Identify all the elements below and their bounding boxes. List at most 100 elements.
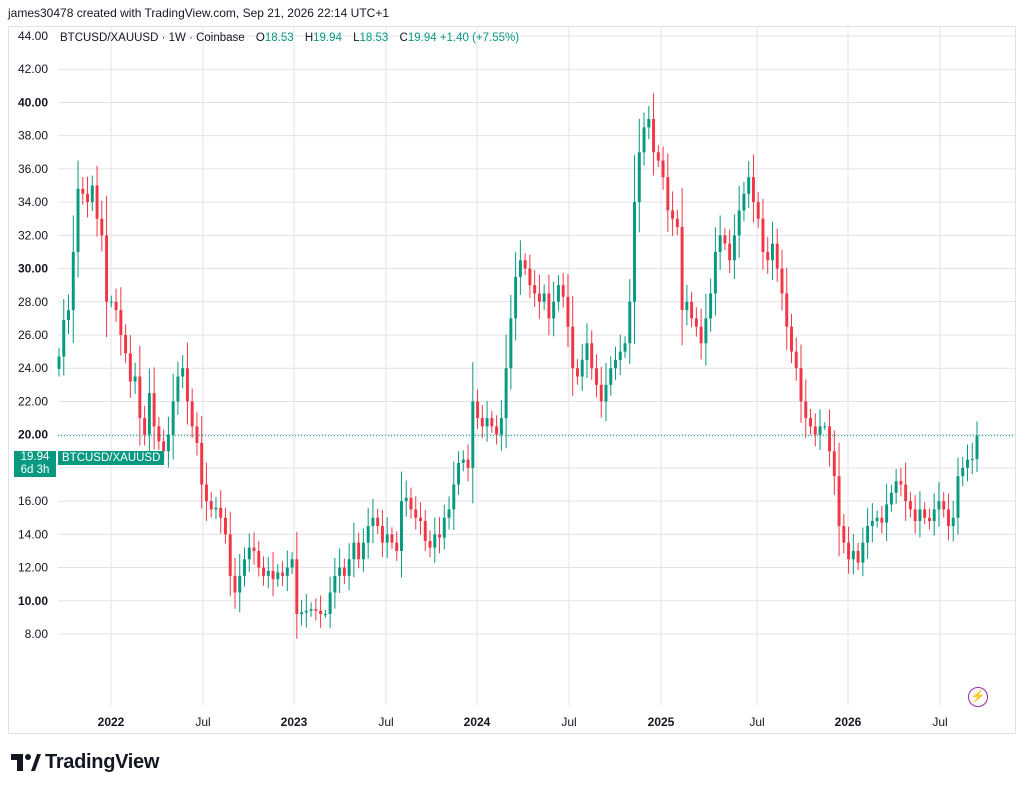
candle-body — [314, 609, 318, 611]
tradingview-wordmark: TradingView — [45, 750, 160, 773]
candle-body — [623, 343, 627, 352]
candle-body — [885, 504, 889, 523]
candle-body — [76, 188, 80, 252]
candle-body — [323, 614, 327, 616]
legend-close-value: 19.94 — [407, 32, 437, 44]
tradingview-logo[interactable]: TradingView — [11, 750, 159, 774]
candle-body — [209, 501, 213, 510]
y-tick-label: 38.00 — [18, 129, 48, 143]
candle-body — [371, 517, 375, 527]
candle-body — [428, 540, 432, 548]
candle-body — [790, 326, 793, 352]
y-tick-label: 42.00 — [18, 62, 48, 76]
candle-body — [718, 235, 722, 252]
candle-body — [956, 476, 960, 518]
candle-body — [380, 526, 384, 543]
candle-body — [547, 293, 551, 319]
candle-body — [709, 293, 713, 319]
legend-high-value: 19.94 — [313, 32, 342, 44]
candle-body — [728, 243, 732, 261]
candle-body — [842, 526, 846, 543]
candle-body — [690, 301, 694, 319]
candle-body — [633, 202, 637, 302]
candle-body — [818, 426, 822, 435]
x-tick-label: 2023 — [281, 715, 308, 729]
candle-body — [770, 243, 774, 261]
candle-body — [181, 368, 185, 377]
candle-body — [661, 160, 665, 178]
candle-body — [300, 612, 304, 615]
candle-body — [176, 376, 180, 402]
last-price-value: 19.94 — [20, 451, 50, 463]
candle-body — [224, 517, 227, 535]
candle-body — [656, 152, 660, 161]
candle-body — [694, 318, 698, 327]
candle-body — [975, 435, 979, 460]
candle-body — [109, 301, 113, 303]
y-tick-label: 8.00 — [25, 627, 49, 641]
candle-body — [119, 310, 123, 335]
candle-body — [552, 301, 556, 319]
y-tick-label: 26.00 — [18, 328, 48, 342]
chart-frame — [8, 26, 1016, 734]
candle-body — [433, 534, 437, 548]
candle-body — [185, 368, 189, 402]
candle-body — [395, 542, 399, 551]
candle-body — [951, 517, 955, 527]
candle-body — [642, 127, 646, 153]
candle-body — [713, 251, 717, 294]
candle-body — [647, 119, 651, 128]
candle-body — [889, 492, 893, 505]
candle-body — [281, 572, 285, 576]
candle-body — [204, 484, 208, 502]
candle-body — [124, 335, 128, 354]
y-tick-label: 16.00 — [18, 494, 48, 508]
candle-body — [499, 418, 503, 435]
legend-open-value: 18.53 — [264, 32, 294, 44]
candle-body — [57, 356, 61, 369]
candle-body — [414, 509, 418, 518]
y-tick-label: 34.00 — [18, 195, 48, 209]
candle-body — [799, 368, 803, 402]
lightning-bolt-icon[interactable]: ⚡ — [968, 687, 988, 707]
candle-body — [685, 301, 689, 311]
candle-body — [81, 188, 85, 194]
candle-body — [671, 210, 675, 219]
candle-body — [419, 517, 422, 522]
candle-body — [485, 418, 489, 427]
candle-body — [766, 251, 770, 261]
candle-body — [404, 497, 408, 502]
candle-body — [328, 592, 332, 615]
candle-body — [813, 426, 817, 435]
candle-body — [580, 359, 584, 377]
candle-body — [509, 318, 513, 369]
legend-close-label: C — [399, 32, 408, 44]
candle-body — [751, 177, 755, 203]
candle-body — [423, 521, 427, 541]
candle-body — [276, 572, 280, 580]
candle-body — [918, 509, 922, 522]
candle-body — [851, 550, 855, 560]
candle-body — [214, 507, 218, 510]
candle-body — [366, 526, 370, 543]
candle-body — [618, 351, 622, 360]
candle-body — [937, 501, 941, 510]
candle-body — [95, 185, 99, 219]
candle-body — [666, 177, 670, 211]
x-tick-label: Jul — [195, 715, 210, 729]
candle-body — [457, 462, 461, 485]
candle-body — [138, 376, 142, 419]
candle-body — [675, 218, 679, 228]
candle-body — [966, 459, 969, 468]
candle-body — [704, 318, 708, 344]
candle-body — [452, 484, 456, 510]
candle-body — [561, 285, 565, 297]
legend-change: +1.40 (+7.55%) — [439, 32, 520, 44]
candle-body — [247, 547, 251, 560]
candle-body — [523, 260, 527, 269]
y-tick-label: 20.00 — [18, 428, 48, 442]
candle-body — [585, 343, 589, 360]
candle-body — [262, 567, 266, 576]
candle-body — [614, 359, 617, 369]
